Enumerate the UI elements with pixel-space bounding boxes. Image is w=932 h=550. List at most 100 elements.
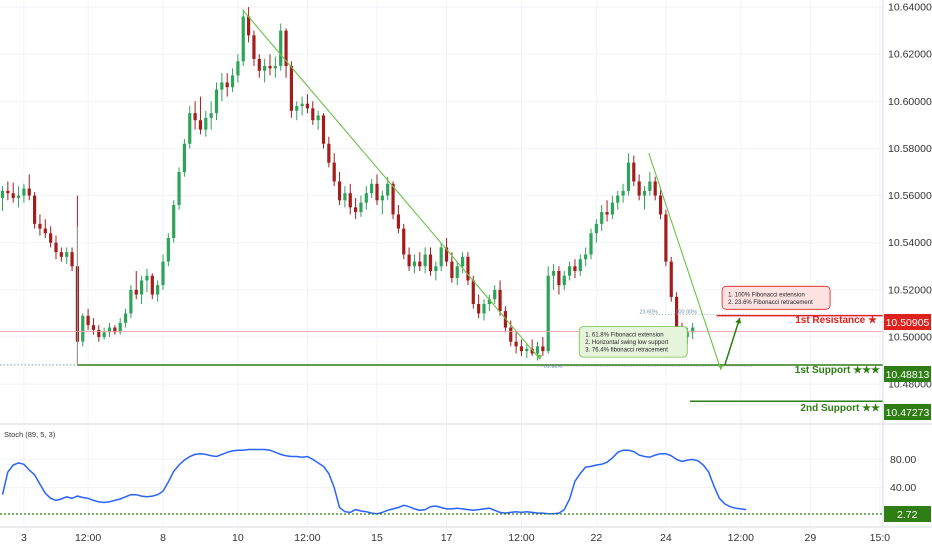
time-tick-label: 3 [21,532,27,544]
price-tick-label: 10.52000 [888,284,932,296]
candle-down [252,35,256,59]
time-tick-label: 15 [371,532,383,544]
candle-down [289,65,293,111]
time-tick-label: 8 [160,532,166,544]
candle-down [669,261,673,297]
candle-down [134,289,138,295]
candle-up [648,181,652,191]
candle-up [230,75,235,88]
candle-up [343,193,347,201]
candle-up [562,275,566,286]
candle-down [477,303,481,314]
candle-up [102,332,106,337]
time-axis: 3 12:00 8 10 12:00 15 17 12:00 22 24 12:00 29 15:0 [21,532,890,544]
candle-down [653,181,657,196]
candle-up [535,346,540,354]
candle-down [70,252,74,267]
price-tick-label: 10.62000 [888,49,932,61]
candle-up [123,313,128,323]
time-tick-label: 29 [805,532,817,544]
candle-down [38,223,42,229]
candle-down [268,65,272,69]
candle-down [225,82,229,88]
candle-up [493,289,497,300]
candle-up [434,266,438,272]
stoch-current-value: 2.72 [897,509,918,521]
candle-up [182,143,186,173]
candle-up [107,327,112,333]
resistance-price-tag [884,314,931,330]
time-tick-label: 17 [441,532,453,544]
price-tick-label: 10.54000 [888,237,932,249]
candle-down [113,327,117,333]
support-note-box [578,326,688,358]
candle-down [11,193,15,198]
candle-up [204,117,208,130]
stoch-tick-label: 80.00 [890,454,916,466]
candle-up [156,285,160,295]
candlestick-series [0,7,695,366]
trend-arrowhead [537,354,543,360]
support-2-price-tag [884,404,931,420]
candle-up [118,322,122,333]
fib-level-label: 23.60% [639,310,658,316]
candle-down [573,266,577,272]
candle-down [471,280,475,304]
candle-down [391,183,395,215]
candle-up [439,247,443,267]
projection-arrow [724,317,741,366]
candle-up [568,266,572,276]
candle-down [332,162,336,182]
candle-down [637,181,641,196]
candle-down [150,275,154,295]
candle-down [498,289,502,312]
candle-down [284,30,288,66]
candle-down [193,113,197,121]
candle-up [584,254,588,260]
candle-up [81,315,85,342]
candle-down [27,188,31,196]
candle-down [354,207,358,213]
fibonacci-trend-line [648,152,722,371]
candle-up [691,327,695,333]
time-tick-label: 22 [591,532,603,544]
stoch-chart-grid [0,425,883,526]
candle-up [236,61,240,76]
stoch-current-tag [884,506,931,523]
candle-down [444,247,449,262]
candle-up [214,89,219,114]
candle-up [295,106,299,111]
note-line: 1. 100% Fibonacci extension [728,292,805,298]
candle-down [59,252,63,257]
candle-up [380,195,384,201]
candle-down [43,228,47,234]
candle-down [337,181,342,201]
candle-down [54,242,58,253]
price-tick-label: 10.50000 [888,331,932,343]
candle-up [600,212,604,224]
candle-down [375,183,379,201]
candle-down [247,16,251,36]
chart-overlays: 23.60% 100.00% 61.80% 1. 100% Fibonacci ext… [0,10,883,402]
candle-down [605,212,609,215]
price-axis: 10.64000 10.62000 10.60000 10.58000 10.56000… [888,2,932,495]
candle-up [65,252,69,257]
fibonacci-trend-line [242,10,541,360]
time-tick-label: 12:00 [75,532,101,544]
projection-arrowhead [735,318,742,324]
candle-down [91,325,96,330]
candle-up [241,16,245,62]
candle-up [589,233,593,255]
price-tick-label: 10.60000 [888,96,932,108]
candle-up [610,202,614,215]
stoch-indicator: 2.72 [0,448,931,523]
candle-up [626,162,631,191]
candle-up [594,223,598,234]
candle-up [166,238,170,262]
candle-up [140,280,144,295]
candle-down [418,261,422,267]
candle-down [428,254,433,272]
candle-up [22,188,26,196]
candle-up [551,271,556,276]
stoch-tick-label: 40.00 [890,482,916,494]
